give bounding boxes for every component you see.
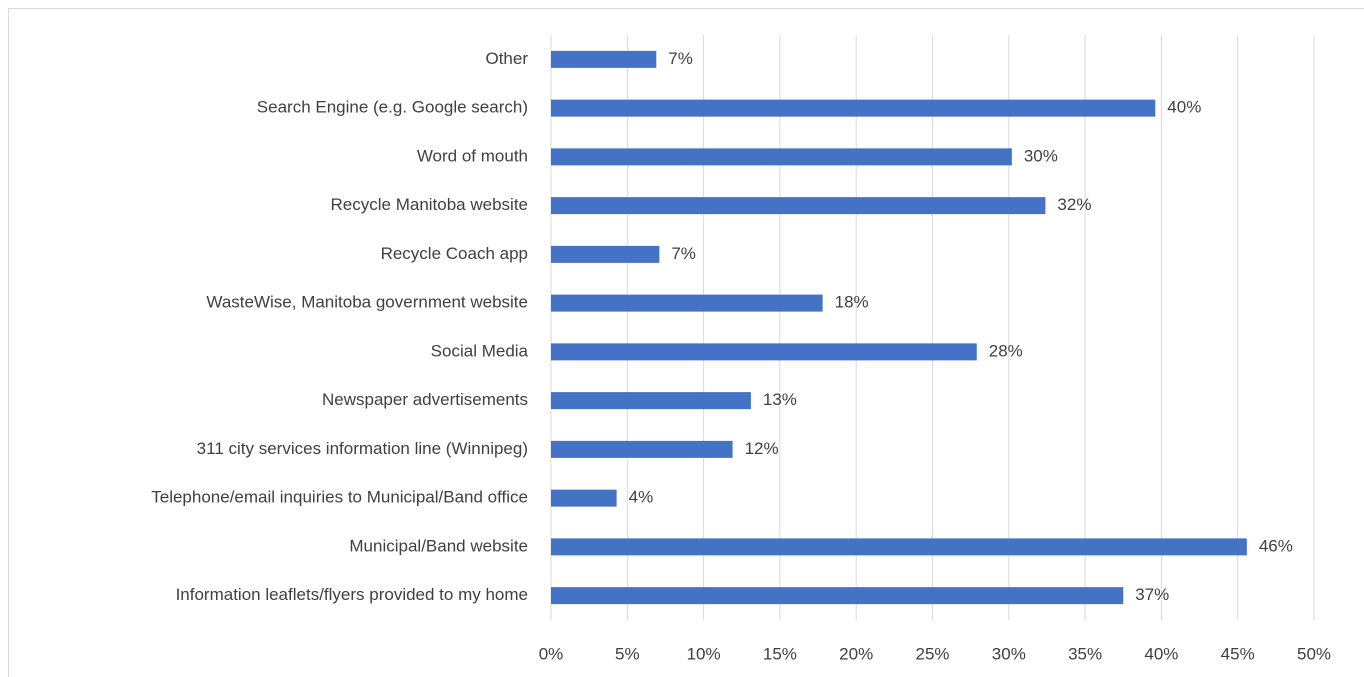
y-tick-label: WasteWise, Manitoba government website	[206, 293, 528, 312]
bar	[551, 343, 977, 361]
data-label: 30%	[1024, 146, 1058, 165]
bar	[551, 148, 1012, 166]
bar	[551, 392, 751, 410]
x-tick-label: 15%	[763, 644, 797, 663]
y-tick-label: Recycle Manitoba website	[331, 195, 528, 214]
x-tick-label: 45%	[1221, 644, 1255, 663]
y-tick-label: Word of mouth	[417, 146, 528, 165]
bar	[551, 440, 733, 458]
x-tick-label: 10%	[687, 644, 721, 663]
x-tick-label: 25%	[915, 644, 949, 663]
bar	[551, 587, 1124, 605]
data-label: 37%	[1135, 585, 1169, 604]
bar	[551, 197, 1046, 215]
y-tick-label: Social Media	[431, 341, 529, 360]
y-tick-label: Search Engine (e.g. Google search)	[257, 98, 528, 117]
chart-frame	[8, 8, 1364, 677]
data-label: 12%	[745, 439, 779, 458]
y-tick-label: Information leaflets/flyers provided to …	[176, 585, 528, 604]
bar	[551, 489, 617, 507]
y-tick-label: Other	[485, 49, 528, 68]
y-tick-label: Newspaper advertisements	[322, 390, 528, 409]
data-label: 4%	[629, 488, 654, 507]
data-label: 7%	[671, 244, 696, 263]
data-label: 32%	[1057, 195, 1091, 214]
x-tick-label: 5%	[615, 644, 640, 663]
bar	[551, 245, 660, 263]
data-label: 7%	[668, 49, 693, 68]
bar	[551, 99, 1156, 117]
x-tick-label: 35%	[1068, 644, 1102, 663]
x-tick-label: 0%	[539, 644, 564, 663]
y-tick-label: 311 city services information line (Winn…	[197, 439, 528, 458]
bar	[551, 538, 1247, 556]
y-tick-label: Telephone/email inquiries to Municipal/B…	[151, 488, 528, 507]
bar	[551, 294, 823, 312]
data-label: 28%	[989, 341, 1023, 360]
x-tick-label: 30%	[992, 644, 1026, 663]
bar	[551, 50, 657, 68]
data-label: 13%	[763, 390, 797, 409]
y-tick-label: Recycle Coach app	[381, 244, 528, 263]
data-label: 46%	[1259, 536, 1293, 555]
y-tick-label: Municipal/Band website	[349, 536, 528, 555]
x-tick-label: 50%	[1297, 644, 1331, 663]
x-tick-label: 20%	[839, 644, 873, 663]
data-label: 40%	[1167, 98, 1201, 117]
data-label: 18%	[835, 293, 869, 312]
x-tick-label: 40%	[1144, 644, 1178, 663]
